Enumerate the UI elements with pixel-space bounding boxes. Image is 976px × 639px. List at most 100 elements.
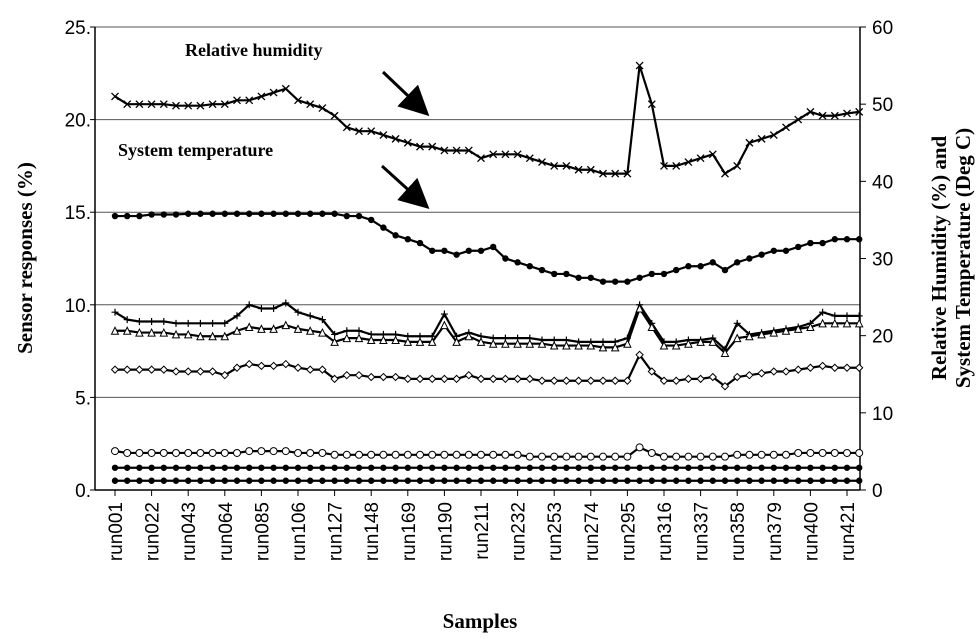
x-axis-title: Samples [443, 609, 518, 633]
marker [745, 370, 754, 380]
marker [538, 464, 546, 471]
marker [135, 100, 144, 109]
marker [270, 305, 278, 313]
marker [281, 84, 290, 93]
marker [490, 464, 497, 471]
y-axis-title: Sensor responses (%) [13, 162, 37, 354]
marker [697, 464, 704, 471]
x-tick-label: run190 [435, 502, 456, 561]
marker [575, 464, 582, 471]
marker [404, 477, 411, 484]
marker [818, 448, 827, 457]
marker [856, 477, 863, 484]
marker [781, 326, 791, 335]
marker [159, 448, 168, 457]
marker [476, 374, 486, 384]
marker [427, 337, 437, 346]
marker [368, 216, 375, 224]
marker [221, 477, 228, 484]
marker [538, 266, 546, 274]
marker [233, 477, 241, 484]
marker [342, 123, 351, 132]
marker [489, 150, 498, 159]
marker [502, 464, 509, 471]
marker [696, 154, 705, 163]
marker [611, 452, 620, 461]
x-tick-label: run085 [252, 502, 273, 561]
marker [795, 243, 802, 251]
marker [294, 96, 302, 105]
marker [562, 340, 571, 350]
marker [598, 376, 608, 385]
x-tick-label: run232 [509, 502, 530, 561]
marker [563, 464, 570, 471]
marker [367, 450, 376, 459]
marker [368, 464, 375, 471]
marker [575, 477, 582, 484]
marker [111, 308, 119, 316]
marker [245, 96, 254, 105]
marker [574, 452, 583, 461]
marker [806, 322, 815, 332]
marker [429, 464, 436, 471]
marker [587, 274, 594, 281]
marker [635, 61, 644, 70]
marker [782, 247, 790, 254]
marker [612, 477, 619, 484]
marker [537, 339, 547, 348]
marker [696, 337, 705, 346]
marker [318, 448, 327, 457]
marker [208, 100, 217, 109]
marker [708, 150, 717, 159]
marker [830, 448, 839, 457]
marker [758, 251, 765, 258]
marker [612, 464, 619, 471]
marker [599, 278, 607, 285]
marker [513, 450, 522, 459]
marker [563, 477, 570, 484]
marker [574, 165, 583, 174]
marker [391, 450, 400, 459]
marker [671, 340, 681, 350]
marker [122, 365, 132, 374]
marker [769, 327, 779, 337]
marker [354, 370, 364, 380]
marker [647, 367, 657, 376]
marker [172, 101, 180, 110]
marker [220, 370, 230, 380]
marker [782, 464, 790, 471]
marker [709, 477, 716, 484]
marker [343, 212, 350, 220]
annotation: System temperature [118, 140, 273, 160]
marker [185, 464, 192, 471]
marker [148, 317, 156, 325]
marker [318, 365, 327, 374]
marker [843, 109, 851, 118]
marker [624, 477, 631, 484]
marker [599, 452, 607, 461]
marker [147, 327, 156, 337]
marker [147, 365, 156, 374]
marker [551, 270, 558, 278]
marker [673, 464, 680, 471]
marker [807, 464, 814, 471]
marker [440, 374, 449, 384]
marker [380, 224, 387, 231]
marker [441, 464, 448, 471]
marker [160, 317, 168, 325]
marker [379, 450, 388, 459]
marker [697, 263, 704, 270]
marker [537, 376, 547, 385]
marker [172, 477, 180, 484]
marker [391, 134, 400, 143]
marker [477, 450, 485, 459]
marker [427, 374, 437, 384]
marker [745, 450, 754, 459]
y-tick-label: 15. [65, 203, 91, 224]
marker [794, 115, 803, 124]
marker [196, 319, 204, 327]
marker [660, 270, 668, 278]
x-tick-label: run148 [362, 502, 383, 561]
marker [757, 369, 766, 378]
grid [95, 26, 860, 491]
